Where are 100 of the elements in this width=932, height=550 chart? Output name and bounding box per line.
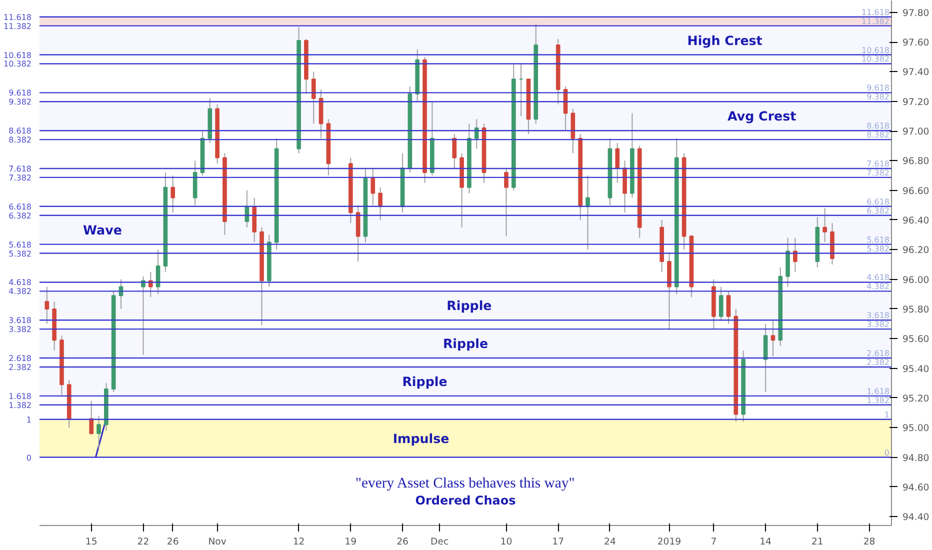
ref-line-label: 1.382 — [8, 400, 32, 410]
candlestick — [504, 168, 508, 237]
y-tick-label: 97.40 — [902, 67, 930, 78]
ref-line-label: 1 — [26, 415, 32, 424]
y-tick-label: 96.00 — [902, 274, 930, 286]
candlestick — [356, 204, 360, 262]
y-tick-label: 96.80 — [902, 156, 930, 168]
ref-line-label: 8.382 — [8, 136, 32, 145]
y2-tick-label: 2.382 — [866, 358, 890, 367]
band-label: Wave — [83, 222, 122, 238]
y2-tick-label: 7.382 — [866, 168, 890, 178]
candlestick — [96, 415, 101, 449]
candlestick — [378, 186, 382, 220]
candlestick — [615, 142, 620, 184]
x-tick-label: 17 — [552, 536, 564, 548]
y2-tick-label: 5.382 — [866, 244, 890, 254]
ref-line-label: 7.382 — [8, 173, 32, 182]
ref-line-label: 9.618 — [8, 88, 32, 98]
y2-tick-label: 10.618 — [862, 46, 890, 55]
band-label: Impulse — [392, 430, 450, 446]
ref-line-label: 8.618 — [8, 126, 32, 136]
y-tick-label: 95.20 — [902, 393, 930, 404]
candlestick — [763, 323, 768, 393]
y-tick-label: 97.20 — [902, 96, 930, 108]
ref-line-label: 2.618 — [8, 354, 32, 364]
x-tick-label: 19 — [344, 536, 357, 548]
candlestick — [170, 175, 176, 214]
candlestick — [311, 71, 316, 124]
x-tick-label: 14 — [760, 536, 772, 548]
y-tick-label: 96.20 — [902, 245, 930, 256]
x-tick-label: Dec — [430, 536, 449, 548]
candlestick — [474, 118, 479, 150]
y2-tick-label: 1.618 — [866, 386, 890, 396]
candlestick — [793, 237, 798, 272]
y2-tick-label: 4.618 — [866, 273, 890, 282]
annotation: Ordered Chaos — [415, 494, 516, 508]
candlestick — [586, 175, 590, 250]
band-label: Avg Crest — [727, 108, 796, 124]
y2-tick-label: 3.618 — [866, 311, 890, 320]
y2-tick-label: 3.382 — [866, 320, 890, 330]
annotation: "every Asset Class behaves this way" — [356, 476, 575, 492]
y-tick-label: 95.60 — [902, 334, 930, 346]
y2-tick-label: 8.382 — [866, 130, 890, 140]
ref-line-label: 6.618 — [8, 202, 32, 212]
y-tick-label: 97.60 — [902, 38, 930, 49]
y-tick-label: 95.40 — [902, 364, 930, 375]
y2-tick-label: 8.618 — [866, 122, 890, 131]
x-tick-label: 26 — [166, 536, 179, 548]
ref-line-label: 2.382 — [8, 362, 32, 372]
ref-line-label: 11.382 — [4, 22, 32, 31]
band-label: Ripple — [446, 298, 492, 314]
candlestick — [89, 400, 94, 436]
x-tick-label: 15 — [85, 536, 98, 548]
ref-line-label: 5.382 — [8, 249, 32, 258]
ref-line-label: 3.382 — [8, 325, 32, 334]
x-tick-label: 28 — [863, 536, 876, 548]
x-tick-label: 26 — [396, 536, 409, 548]
x-tick-label: 21 — [811, 536, 824, 548]
y2-tick-label: 1.382 — [866, 396, 890, 405]
y2-tick-label: 5.618 — [866, 235, 890, 244]
band-label: High Crest — [687, 32, 762, 48]
candlestick — [44, 286, 50, 324]
y-tick-label: 94.60 — [902, 482, 930, 494]
ref-line-label: 4.382 — [8, 287, 32, 296]
x-tick-label: 24 — [604, 536, 616, 548]
x-tick-label: 10 — [500, 536, 512, 548]
candlestick — [822, 208, 827, 243]
y-tick-label: 97.80 — [902, 8, 930, 19]
ref-line-label: 7.618 — [8, 164, 32, 174]
ref-line-label: 5.618 — [8, 240, 32, 250]
band-label: Ripple — [402, 374, 448, 389]
y2-tick-label: 9.382 — [866, 92, 890, 102]
candlestick — [770, 320, 776, 357]
ref-line-label: 0 — [26, 453, 32, 462]
y2-tick-label: 6.618 — [866, 197, 890, 206]
y-tick-label: 97.00 — [902, 126, 930, 138]
candlestick — [452, 133, 457, 169]
y2-tick-label: 6.382 — [866, 206, 890, 216]
ref-line-label: 4.618 — [8, 278, 32, 288]
band-label: Ripple — [442, 336, 488, 352]
ref-line-label: 11.618 — [4, 12, 32, 22]
candlestick — [370, 168, 376, 206]
y2-tick-label: 7.618 — [866, 160, 890, 168]
x-tick-label: 7 — [710, 536, 717, 548]
y2-tick-label: 11.382 — [862, 16, 890, 26]
y-tick-label: 94.80 — [902, 452, 930, 464]
ref-line-label: 3.618 — [8, 316, 32, 326]
y2-tick-label: 2.618 — [866, 349, 890, 358]
x-tick-label: 12 — [292, 536, 305, 548]
x-tick-label: 2019 — [657, 536, 682, 548]
ref-line-label: 9.382 — [8, 98, 32, 107]
y2-tick-label: 11.618 — [862, 8, 890, 17]
y-tick-label: 95.00 — [902, 423, 930, 434]
y2-tick-label: 9.618 — [866, 84, 890, 93]
ref-line-label: 10.618 — [4, 50, 32, 60]
candlestick — [726, 290, 731, 324]
y-tick-label: 96.40 — [902, 215, 930, 226]
ref-line-label: 6.382 — [8, 211, 32, 220]
candlestick — [718, 286, 724, 322]
y2-tick-label: 0 — [884, 448, 890, 458]
